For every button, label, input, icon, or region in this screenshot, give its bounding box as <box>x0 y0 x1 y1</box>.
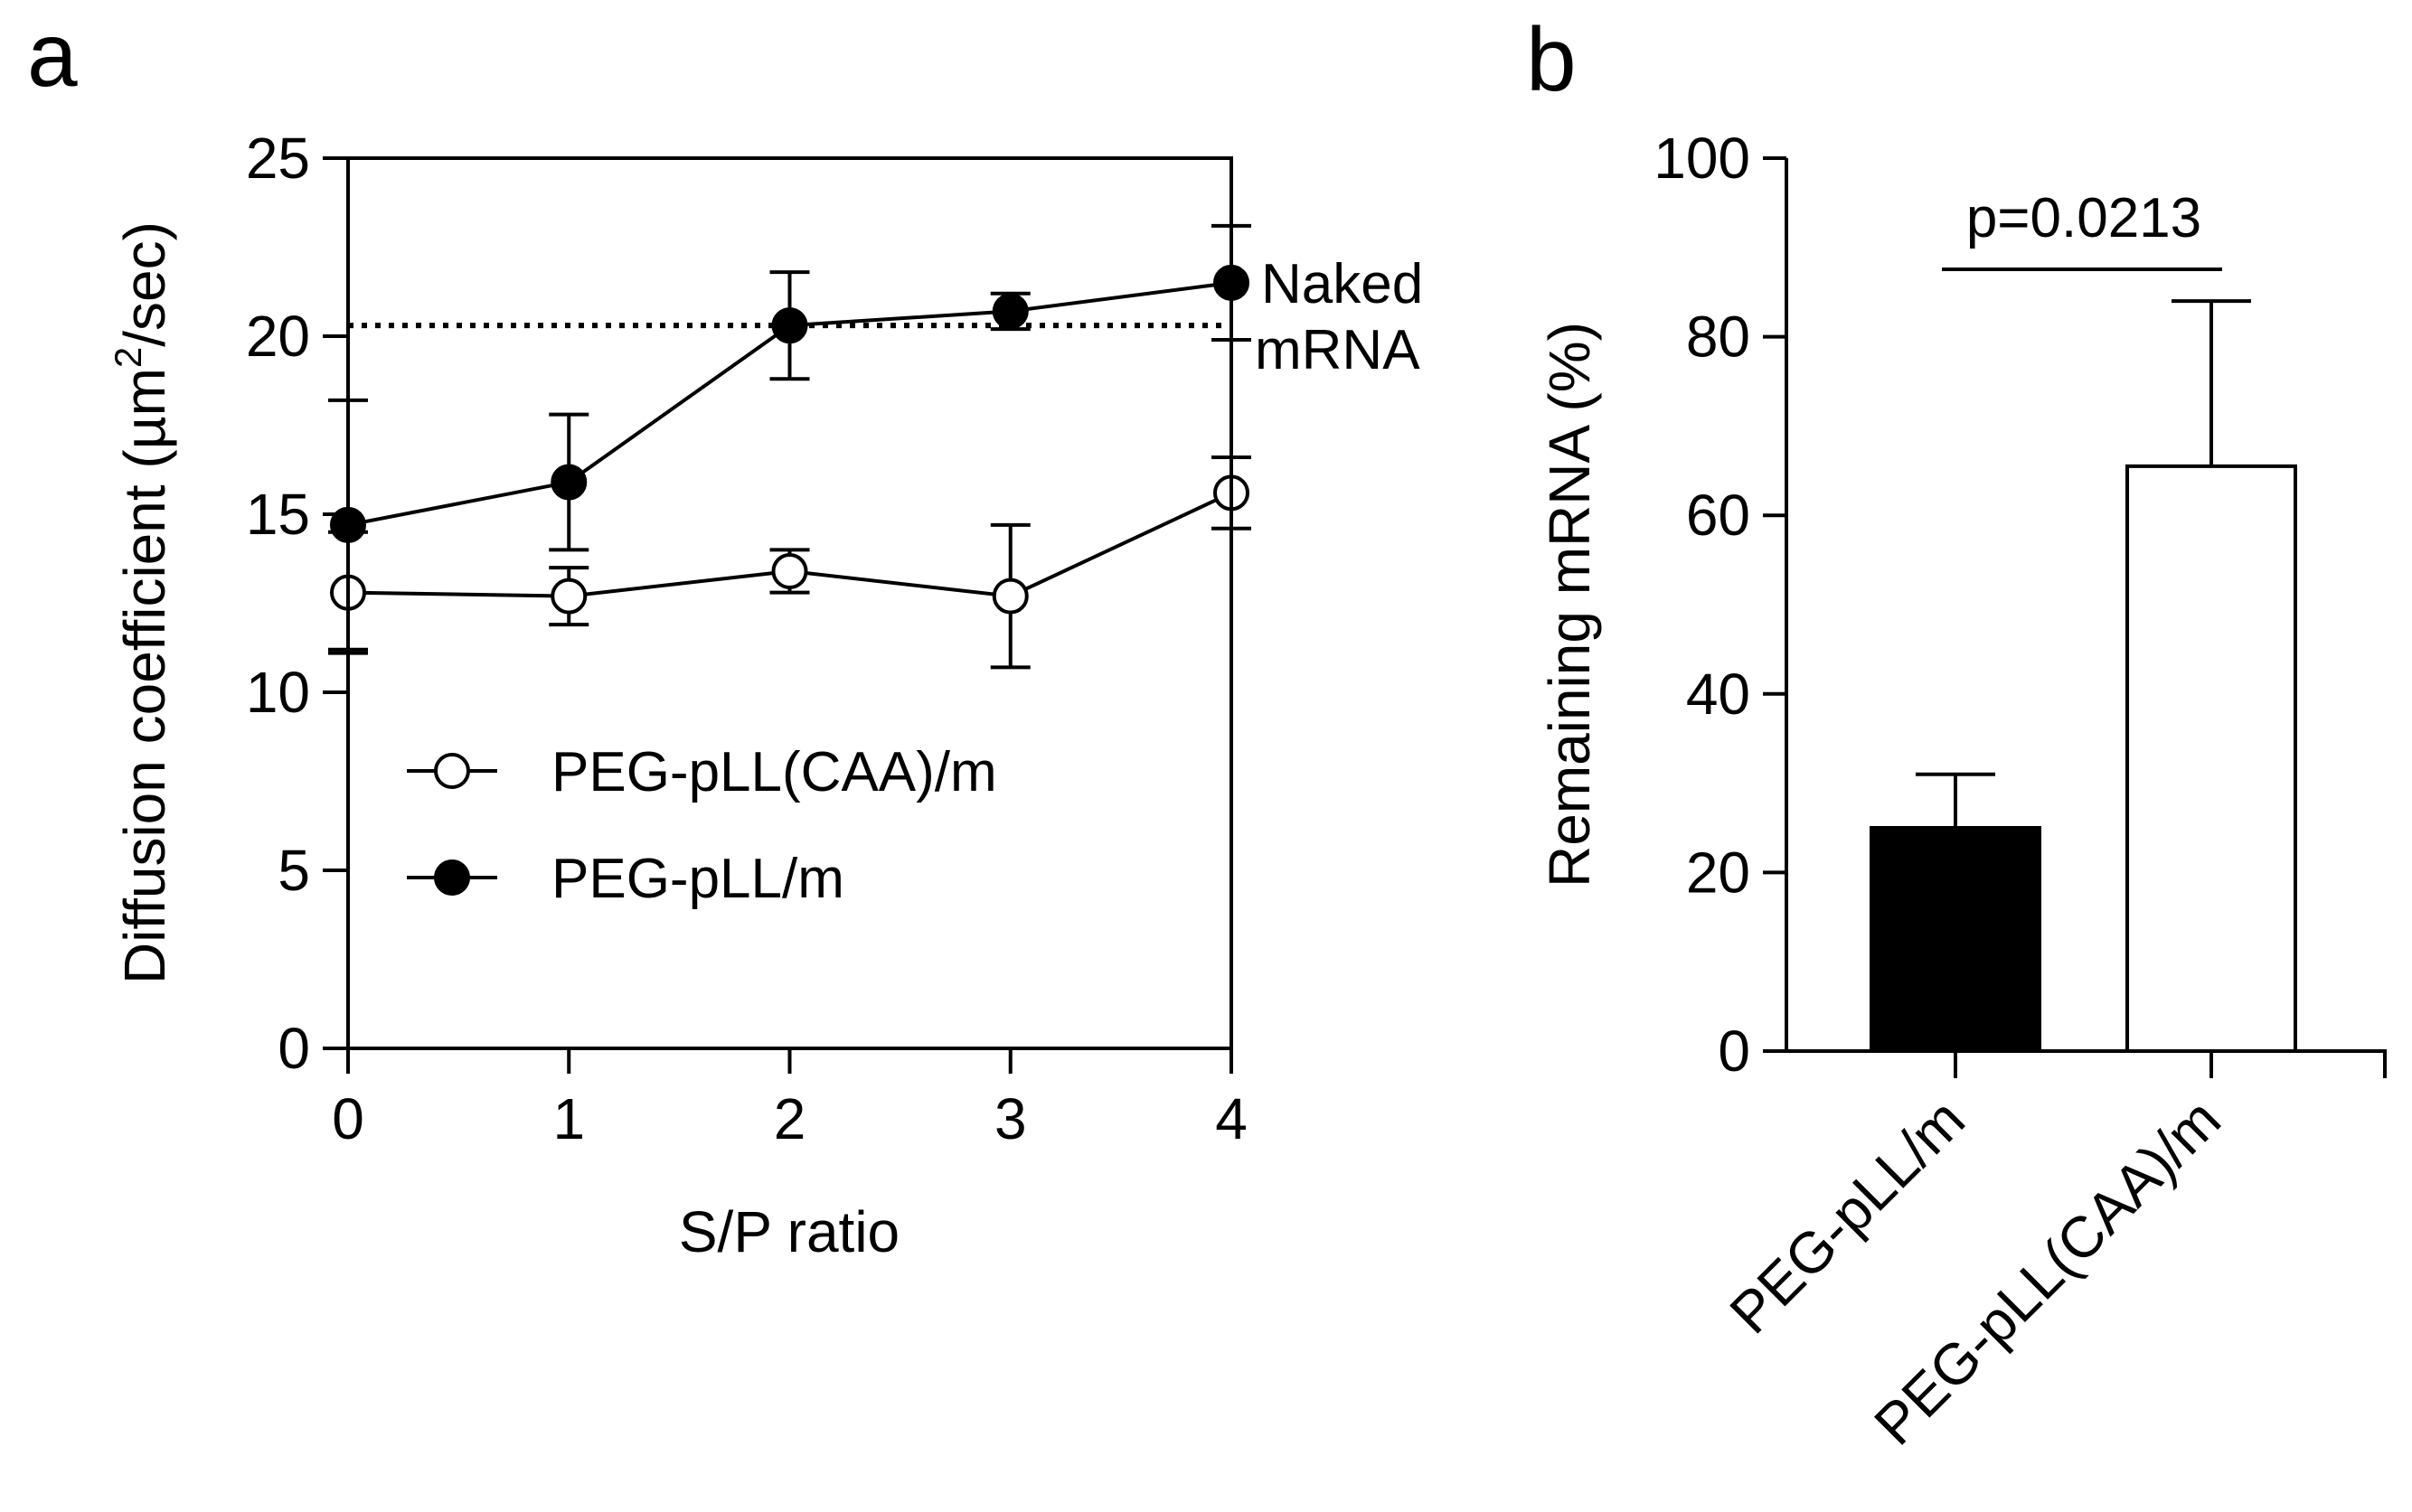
data-point <box>771 307 808 344</box>
data-point <box>992 578 1029 615</box>
panel-a-legend: PEG-pLL(CAA)/m PEG-pLL/m <box>407 741 997 910</box>
data-point <box>551 464 588 501</box>
panel-a-ticks: 0 5 10 15 20 25 0 1 2 3 4 <box>246 126 1248 1151</box>
y-tick-label: 10 <box>246 660 310 725</box>
panel-b-letter: b <box>1526 9 1577 110</box>
bar <box>1870 826 2041 1053</box>
legend-marker <box>434 859 470 896</box>
y-tick-label: 80 <box>1686 305 1750 370</box>
y-tick-label: 0 <box>278 1016 310 1081</box>
panel-a-letter: a <box>27 5 78 106</box>
panel-b: b 0 20 40 60 80 100 p=0.0213 PEG-pLL/mPEG-pLL… <box>1526 9 2387 1458</box>
y-tick-label: 20 <box>1686 840 1750 905</box>
y-tick-label: 40 <box>1686 662 1750 727</box>
y-tick-label: 5 <box>278 838 310 903</box>
y-tick-label: 25 <box>246 126 310 191</box>
legend-entry: PEG-pLL/m <box>551 848 844 910</box>
bar-group-peg-pll <box>1870 772 2041 1078</box>
panel-b-y-axis-label: Remaining mRNA (%) <box>1537 322 1602 887</box>
bar-group-peg-pll-caa <box>2125 299 2297 1078</box>
y-tick-label: 15 <box>246 482 310 547</box>
data-point <box>771 553 808 590</box>
x-tick-label: 2 <box>774 1086 806 1151</box>
y-axis-label-main: Diffusion coefficient (µm <box>112 368 177 984</box>
y-tick-label: 100 <box>1654 126 1750 191</box>
reference-label-line2: mRNA <box>1255 319 1420 381</box>
data-point <box>551 578 588 615</box>
reference-label-line1: Naked <box>1261 253 1423 315</box>
significance-annotation: p=0.0213 <box>1942 187 2222 271</box>
y-tick-label: 20 <box>246 304 310 369</box>
panel-a-y-axis-label: Diffusion coefficient (µm2/sec) <box>107 221 177 984</box>
panel-b-axes <box>1785 158 2387 1053</box>
y-axis-label-tail: /sec) <box>112 221 177 347</box>
panel-a-frame <box>346 156 1233 1050</box>
category-label: PEG-pLL/m <box>1718 1086 1977 1346</box>
y-tick-label: 0 <box>1718 1019 1750 1084</box>
series-peg-pll-caa <box>328 455 1251 670</box>
y-tick-label: 60 <box>1686 483 1750 548</box>
x-tick-label: 3 <box>994 1086 1027 1151</box>
panel-a-series <box>328 223 1251 670</box>
bar <box>2125 464 2297 1053</box>
p-value-label: p=0.0213 <box>1966 187 2201 249</box>
x-tick-label: 4 <box>1215 1086 1248 1151</box>
y-axis-label-superscript: 2 <box>107 347 149 368</box>
data-point <box>992 293 1029 330</box>
legend-marker <box>434 753 470 789</box>
x-tick-label: 0 <box>332 1086 364 1151</box>
panel-a-x-axis-label: S/P ratio <box>679 1199 900 1264</box>
legend-entry: PEG-pLL(CAA)/m <box>551 741 997 803</box>
panel-b-bars <box>1870 299 2387 1078</box>
panel-b-ticks: 0 20 40 60 80 100 <box>1654 126 1786 1084</box>
x-tick-label: 1 <box>552 1086 585 1151</box>
